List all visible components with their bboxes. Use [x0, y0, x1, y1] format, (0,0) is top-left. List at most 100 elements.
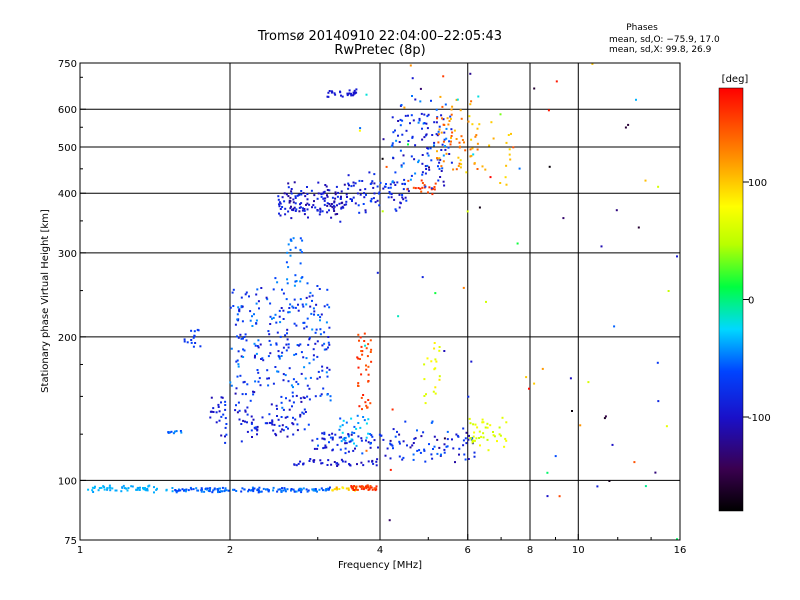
x-tick-label: 10 [572, 545, 585, 556]
data-point [477, 95, 480, 98]
data-point [293, 206, 296, 209]
data-point [473, 439, 476, 442]
data-point [440, 453, 442, 456]
data-point [401, 194, 404, 196]
data-point [242, 337, 244, 340]
data-point [300, 190, 303, 192]
data-point [439, 454, 442, 457]
data-point [499, 182, 502, 184]
data-point [294, 202, 297, 205]
data-point [292, 401, 295, 404]
data-point [287, 266, 290, 269]
data-point [304, 411, 307, 413]
phases-stat-o: mean, sd,O: −75.9, 17.0 [609, 35, 720, 45]
data-point [285, 298, 288, 301]
data-point [193, 330, 196, 333]
data-point [265, 488, 268, 491]
data-point [464, 437, 467, 440]
data-point [253, 487, 256, 490]
data-point [627, 123, 630, 126]
data-point [299, 415, 302, 418]
data-point [516, 242, 519, 245]
data-point [475, 437, 478, 440]
data-point [302, 356, 305, 359]
data-point [441, 105, 444, 108]
data-point [341, 460, 344, 463]
data-point [424, 460, 427, 463]
data-point [231, 291, 234, 294]
data-point [288, 201, 291, 204]
data-point [276, 415, 278, 417]
data-point [304, 377, 307, 380]
data-point [278, 201, 281, 204]
data-point [455, 98, 458, 101]
data-point [309, 305, 312, 308]
data-point [322, 489, 324, 492]
data-point [240, 305, 243, 308]
data-point [327, 346, 329, 349]
data-point [360, 437, 363, 440]
data-point [450, 113, 453, 116]
data-point [362, 488, 365, 491]
data-point [357, 422, 360, 424]
data-point [326, 288, 329, 291]
x-tick-label: 16 [674, 545, 687, 556]
data-point [430, 421, 433, 424]
data-point [421, 127, 423, 130]
phases-stat-x: mean, sd,X: 99.8, 26.9 [609, 45, 712, 55]
data-point [305, 357, 308, 360]
data-point [400, 104, 403, 106]
data-point [171, 487, 174, 489]
data-point [347, 187, 350, 190]
data-point [288, 408, 291, 411]
data-point [433, 144, 435, 147]
data-point [498, 426, 501, 429]
data-point [431, 420, 434, 423]
data-point [253, 391, 256, 394]
data-point [470, 360, 473, 363]
data-point [316, 355, 319, 358]
data-point [443, 184, 446, 187]
data-point [327, 459, 330, 462]
data-point [419, 451, 422, 454]
data-point [356, 488, 359, 491]
data-point [428, 166, 430, 169]
data-point [312, 204, 315, 207]
data-point [292, 198, 295, 201]
data-point [268, 333, 271, 336]
data-point [300, 400, 303, 403]
data-point [240, 355, 243, 358]
data-point [337, 191, 340, 194]
data-point [351, 487, 354, 490]
data-point [375, 460, 378, 463]
data-point [262, 487, 265, 490]
data-point [435, 108, 438, 111]
data-point [448, 153, 451, 155]
data-point [402, 188, 405, 191]
data-point [267, 384, 270, 387]
data-point [209, 487, 212, 490]
data-point [462, 439, 465, 442]
data-point [292, 488, 295, 491]
data-point [281, 206, 284, 208]
data-point [464, 149, 467, 152]
data-point [130, 485, 133, 488]
data-point [404, 114, 407, 117]
data-point [344, 452, 347, 455]
data-point [312, 460, 315, 463]
data-point [279, 321, 282, 324]
data-point [259, 490, 262, 493]
data-point [357, 357, 360, 360]
data-point [278, 309, 281, 312]
data-point [237, 306, 240, 309]
data-point [349, 464, 352, 467]
data-point [94, 485, 96, 488]
data-point [436, 134, 439, 137]
data-point [323, 438, 326, 441]
data-point [421, 276, 424, 279]
data-point [272, 489, 275, 492]
data-point [318, 213, 321, 216]
data-point [406, 444, 408, 447]
data-point [412, 119, 415, 122]
data-point [547, 109, 550, 112]
